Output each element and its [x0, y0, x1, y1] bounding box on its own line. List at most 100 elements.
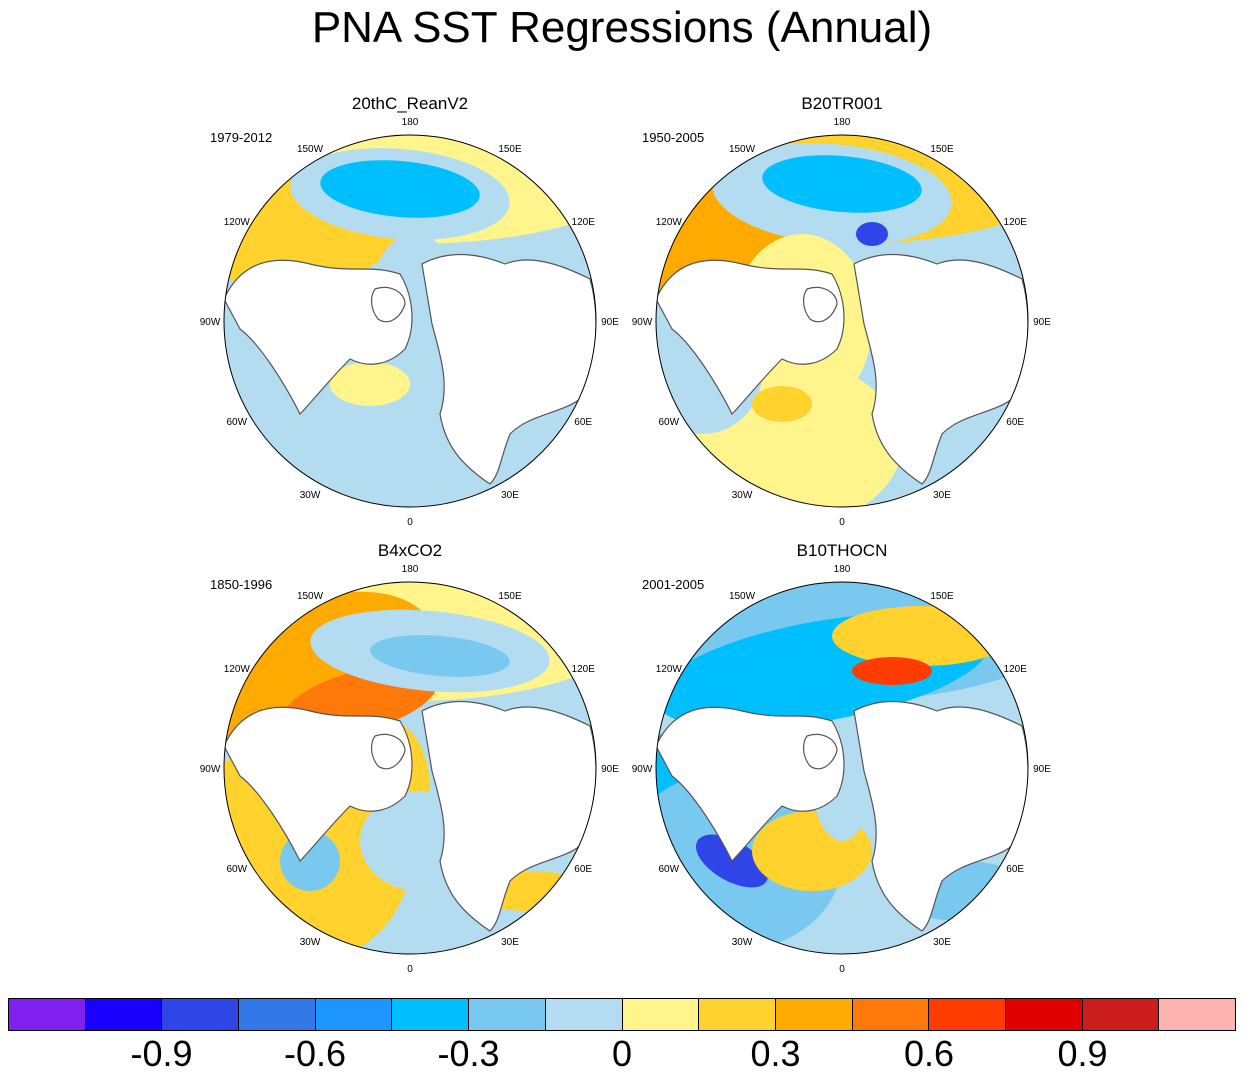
longitude-label: 120W — [224, 217, 251, 228]
longitude-label: 150E — [498, 591, 522, 602]
north-america-land — [656, 706, 845, 863]
longitude-label: 150E — [498, 144, 522, 155]
colorbar-box — [239, 999, 316, 1030]
longitude-label: 120E — [1004, 664, 1028, 675]
regression-field — [852, 657, 932, 685]
colorbar-box — [775, 999, 853, 1030]
greenland-land — [803, 286, 838, 323]
north-america-land — [224, 706, 413, 863]
longitude-label: 150W — [297, 144, 324, 155]
north-america-land — [656, 259, 845, 416]
longitude-label: 120W — [656, 664, 683, 675]
colorbar-box — [392, 999, 470, 1030]
panel-period: 2001-2005 — [642, 577, 705, 592]
north-america-land — [224, 259, 413, 416]
longitude-label: 90E — [1033, 764, 1051, 775]
longitude-label: 180 — [402, 564, 419, 575]
longitude-label: 60W — [659, 417, 680, 428]
longitude-label: 60W — [659, 864, 680, 875]
colorbar-box — [9, 999, 86, 1030]
longitude-label: 120E — [1004, 217, 1028, 228]
map-panel-b20tr001: B20TR001 1950-2005 180 150E 120E 90E 60E 30E 0… — [632, 94, 1052, 534]
longitude-label: 0 — [407, 517, 413, 528]
colorbar-tick-label: -0.3 — [437, 1033, 500, 1074]
colorbar-box — [1159, 999, 1235, 1030]
eurasia-land — [421, 254, 596, 485]
longitude-label: 120E — [572, 217, 596, 228]
longitude-label: 150W — [729, 144, 756, 155]
panel-period: 1979-2012 — [210, 130, 273, 145]
longitude-label: 180 — [834, 564, 851, 575]
longitude-label: 0 — [839, 517, 845, 528]
map-panel-b10thocn: B10THOCN 2001-2005 180 150E 120E 90E 60E 30E 0… — [632, 541, 1052, 981]
regression-field — [320, 160, 480, 218]
panel-period: 1850-1996 — [210, 577, 273, 592]
polar-map: 180 150E 120E 90E 60E 30E 0 30W 60W 90W 120W 150W — [632, 117, 1051, 528]
longitude-label: 90W — [632, 317, 653, 328]
colorbar-box — [929, 999, 1006, 1030]
longitude-label: 60E — [1006, 417, 1024, 428]
longitude-label: 0 — [407, 964, 413, 975]
eurasia-land — [853, 254, 1028, 485]
longitude-label: 30E — [501, 490, 519, 501]
colorbar-tick-label: -0.9 — [130, 1033, 193, 1074]
longitude-label: 30E — [933, 937, 951, 948]
colorbar — [8, 998, 1236, 1031]
longitude-label: 150W — [729, 591, 756, 602]
colorbar-box — [852, 999, 930, 1030]
colorbar-box — [85, 999, 163, 1030]
longitude-label: 60E — [574, 417, 592, 428]
regression-field — [370, 635, 510, 677]
greenland-land — [371, 286, 406, 323]
colorbar-tick-label: -0.6 — [283, 1033, 347, 1074]
longitude-label: 150E — [930, 591, 954, 602]
eurasia-land — [421, 701, 596, 932]
eurasia-land — [853, 701, 1028, 932]
longitude-label: 90E — [601, 317, 619, 328]
panel-title: B4xCO2 — [377, 541, 443, 560]
longitude-label: 90E — [1033, 317, 1051, 328]
regression-field — [752, 386, 812, 422]
longitude-label: 60W — [227, 417, 248, 428]
figure-title: PNA SST Regressions (Annual) — [311, 3, 933, 52]
regression-field — [832, 606, 1012, 666]
map-panel-20thc-reanv2: 20thC_ReanV2 1979-2012 180 150E 120E 90E 60E… — [200, 94, 620, 534]
colorbar-box — [622, 999, 700, 1030]
longitude-label: 30W — [300, 937, 321, 948]
longitude-label: 120W — [224, 664, 251, 675]
colorbar-box — [315, 999, 393, 1030]
map-boundary — [655, 581, 1029, 955]
longitude-label: 150E — [930, 144, 954, 155]
colorbar-boxes — [8, 998, 1236, 1031]
regression-field — [330, 362, 410, 406]
longitude-label: 90W — [200, 764, 221, 775]
colorbar-box — [469, 999, 546, 1030]
map-boundary — [223, 134, 597, 508]
longitude-label: 60E — [1006, 864, 1024, 875]
longitude-label: 90W — [632, 764, 653, 775]
greenland-land — [371, 733, 406, 770]
longitude-label: 120E — [572, 664, 596, 675]
longitude-label: 0 — [839, 964, 845, 975]
colorbar-tick-label: 0.6 — [903, 1033, 955, 1074]
polar-map: 180 150E 120E 90E 60E 30E 0 30W 60W 90W 120W 150W — [200, 117, 619, 528]
map-boundary — [655, 134, 1029, 508]
longitude-label: 90W — [200, 317, 221, 328]
polar-map: 180 150E 120E 90E 60E 30E 0 30W 60W 90W 120W 150W — [200, 564, 619, 975]
longitude-label: 30W — [300, 490, 321, 501]
longitude-label: 120W — [656, 217, 683, 228]
greenland-land — [803, 733, 838, 770]
colorbar-tick-label: 0.3 — [750, 1033, 801, 1074]
regression-field — [856, 222, 888, 246]
longitude-label: 60W — [227, 864, 248, 875]
longitude-label: 30W — [732, 937, 753, 948]
colorbar-tick-label: 0.9 — [1057, 1033, 1108, 1074]
panel-title: B20TR001 — [801, 94, 883, 113]
panel-title: B10THOCN — [796, 541, 888, 560]
longitude-label: 60E — [574, 864, 592, 875]
longitude-label: 150W — [297, 591, 324, 602]
regression-field — [762, 155, 922, 213]
colorbar-tick-label: 0 — [611, 1033, 633, 1074]
colorbar-box — [1005, 999, 1083, 1030]
colorbar-box — [162, 999, 240, 1030]
